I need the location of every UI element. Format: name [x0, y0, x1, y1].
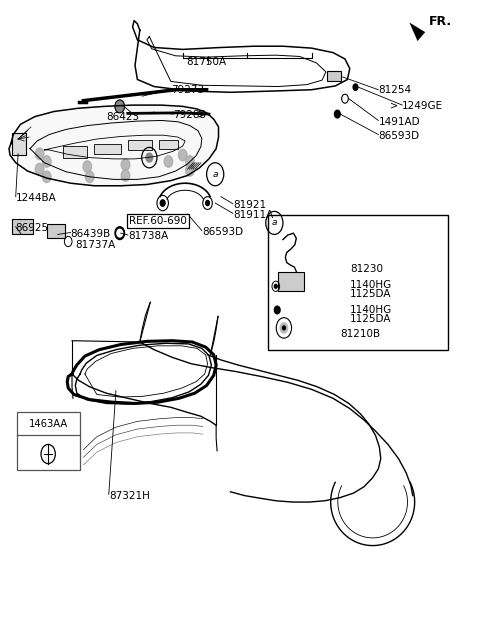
Text: 79273: 79273 — [171, 85, 204, 95]
Bar — [17, 412, 80, 470]
Bar — [159, 140, 178, 149]
Circle shape — [42, 171, 51, 183]
Bar — [128, 140, 152, 150]
Text: 86925: 86925 — [16, 223, 49, 233]
Bar — [95, 143, 120, 154]
Circle shape — [205, 201, 209, 206]
Circle shape — [186, 156, 194, 167]
Text: 1125DA: 1125DA — [350, 289, 391, 299]
Circle shape — [186, 165, 194, 176]
Circle shape — [275, 306, 280, 314]
Circle shape — [164, 156, 173, 167]
Circle shape — [275, 284, 277, 288]
Circle shape — [83, 161, 92, 172]
Text: 81254: 81254 — [378, 85, 411, 95]
Text: 86439B: 86439B — [71, 229, 111, 239]
Bar — [278, 271, 304, 291]
Text: a: a — [272, 219, 277, 228]
Text: 86423: 86423 — [107, 112, 140, 122]
Bar — [268, 215, 448, 350]
Text: REF.60-690: REF.60-690 — [129, 216, 187, 226]
Text: 87321H: 87321H — [109, 491, 150, 501]
Text: 1140HG: 1140HG — [350, 280, 392, 290]
Circle shape — [121, 159, 130, 170]
Circle shape — [160, 200, 165, 206]
Circle shape — [146, 153, 153, 162]
Text: 1249GE: 1249GE — [402, 102, 444, 111]
Bar — [63, 146, 87, 158]
Circle shape — [35, 148, 44, 159]
Bar — [47, 224, 65, 239]
Polygon shape — [409, 23, 425, 41]
Circle shape — [115, 100, 124, 113]
Text: 1244BA: 1244BA — [16, 193, 57, 203]
Text: >: > — [390, 100, 398, 110]
Text: 81738A: 81738A — [128, 231, 168, 241]
Bar — [327, 71, 341, 81]
Text: 1125DA: 1125DA — [350, 314, 391, 324]
Text: 81750A: 81750A — [187, 57, 227, 67]
Circle shape — [121, 170, 130, 181]
Bar — [12, 219, 34, 235]
Circle shape — [282, 326, 285, 330]
Text: FR.: FR. — [429, 15, 452, 28]
Text: 81911A: 81911A — [233, 210, 273, 219]
Circle shape — [85, 171, 94, 183]
Text: 81210B: 81210B — [340, 329, 380, 340]
Circle shape — [117, 230, 122, 237]
Text: 79283: 79283 — [173, 111, 206, 120]
Circle shape — [335, 110, 340, 118]
Text: a: a — [213, 170, 218, 179]
Circle shape — [35, 163, 44, 175]
Text: 1491AD: 1491AD — [378, 117, 420, 127]
Text: 1463AA: 1463AA — [28, 419, 68, 429]
Circle shape — [115, 227, 124, 240]
Text: 86593D: 86593D — [378, 131, 420, 141]
Circle shape — [42, 156, 51, 167]
Circle shape — [353, 84, 358, 91]
Text: 81921: 81921 — [233, 200, 266, 210]
Polygon shape — [9, 105, 218, 186]
Bar — [12, 132, 26, 155]
Circle shape — [280, 323, 288, 333]
Text: 81737A: 81737A — [75, 240, 116, 249]
Text: 1140HG: 1140HG — [350, 305, 392, 315]
Text: 86593D: 86593D — [202, 227, 243, 237]
Text: 81230: 81230 — [350, 264, 383, 274]
Circle shape — [179, 149, 187, 161]
